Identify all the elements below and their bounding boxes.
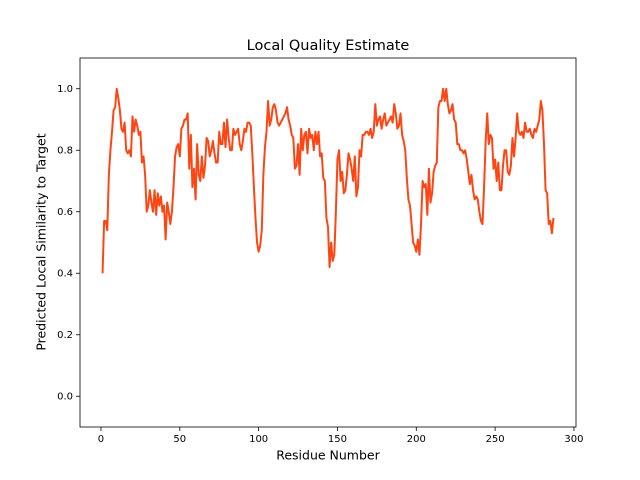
y-tick-label: 0.6	[57, 207, 73, 218]
x-tick-label: 250	[486, 434, 505, 445]
y-tick-label: 0.8	[57, 145, 73, 156]
x-tick-label: 300	[564, 434, 583, 445]
y-tick-label: 0.2	[57, 330, 73, 341]
y-tick-label: 1.0	[57, 84, 73, 95]
y-tick-label: 0.0	[57, 391, 73, 402]
x-tick-label: 0	[98, 434, 104, 445]
y-tick-label: 0.4	[57, 268, 73, 279]
x-tick-label: 100	[249, 434, 268, 445]
plot-frame	[79, 57, 577, 428]
x-axis-label: Residue Number	[276, 448, 380, 463]
x-tick-label: 150	[328, 434, 347, 445]
y-axis-label: Predicted Local Similarity to Target	[34, 133, 49, 350]
chart-title: Local Quality Estimate	[247, 38, 410, 54]
x-tick-label: 200	[407, 434, 426, 445]
data-line	[101, 87, 555, 274]
x-tick-label: 50	[173, 434, 186, 445]
